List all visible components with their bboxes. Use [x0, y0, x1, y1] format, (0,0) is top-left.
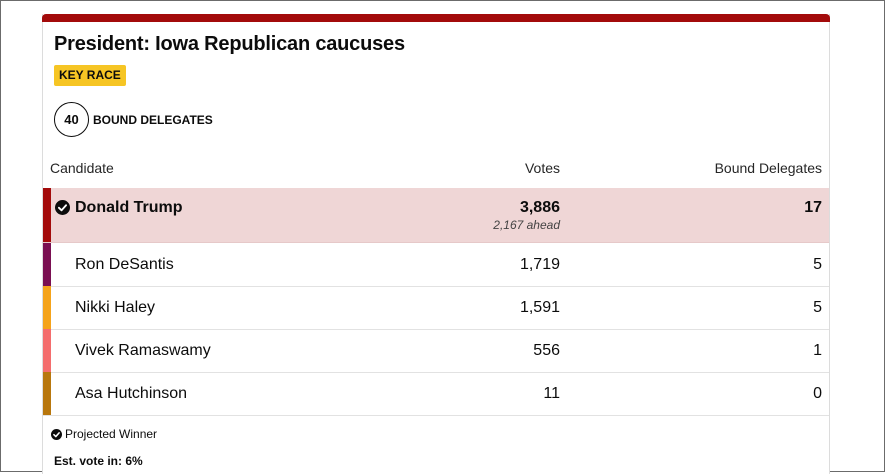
key-race-badge: KEY RACE — [54, 65, 126, 86]
check-circle-icon — [55, 200, 70, 215]
candidate-votes: 556 — [533, 342, 560, 359]
estimated-vote-in: Est. vote in: 6% — [54, 454, 143, 468]
candidate-name: Nikki Haley — [75, 299, 156, 316]
header-votes: Votes — [524, 160, 560, 176]
delegates-count-circle: 40 — [54, 102, 89, 137]
candidate-color-bar — [43, 329, 51, 372]
delegates-label: BOUND DELEGATES — [93, 112, 213, 127]
candidate-name: Vivek Ramaswamy — [75, 342, 211, 359]
candidate-delegates: 0 — [813, 385, 822, 402]
race-title: President: Iowa Republican caucuses — [54, 33, 405, 55]
bound-delegates-summary: 40 BOUND DELEGATES — [54, 102, 213, 137]
projected-winner-legend: Projected Winner — [51, 427, 157, 441]
card-accent-bar — [42, 14, 830, 22]
table-row-asa-hutchinson: Asa Hutchinson 11 0 — [43, 372, 829, 416]
candidate-votes: 11 — [543, 385, 560, 402]
results-table-header: Candidate Votes Bound Delegates — [43, 157, 829, 187]
table-row-donald-trump: Donald Trump 3,886 2,167 ahead 17 — [43, 188, 829, 243]
candidate-votes: 3,886 — [519, 199, 560, 216]
table-row-vivek-ramaswamy: Vivek Ramaswamy 556 1 — [43, 329, 829, 373]
projected-winner-label: Projected Winner — [65, 427, 158, 441]
candidate-color-bar — [43, 372, 51, 415]
candidate-delegates: 5 — [813, 299, 822, 316]
race-results-card: President: Iowa Republican caucuses KEY … — [42, 14, 830, 474]
table-row-nikki-haley: Nikki Haley 1,591 5 — [43, 286, 829, 330]
candidate-color-bar — [43, 188, 51, 242]
candidate-votes: 1,591 — [519, 299, 560, 316]
candidate-name: Asa Hutchinson — [75, 385, 188, 402]
header-bound-delegates: Bound Delegates — [714, 160, 822, 176]
check-circle-icon — [51, 428, 62, 440]
candidate-delegates: 17 — [804, 199, 822, 216]
header-candidate: Candidate — [50, 160, 114, 176]
candidate-delegates: 5 — [813, 256, 822, 273]
candidate-name: Ron DeSantis — [75, 256, 174, 273]
votes-ahead: 2,167 ahead — [493, 218, 560, 232]
candidate-delegates: 1 — [813, 342, 822, 359]
candidate-color-bar — [43, 243, 51, 286]
candidate-votes: 1,719 — [519, 256, 560, 273]
table-row-ron-desantis: Ron DeSantis 1,719 5 — [43, 243, 829, 287]
candidate-name: Donald Trump — [75, 199, 183, 216]
candidate-color-bar — [43, 286, 51, 329]
